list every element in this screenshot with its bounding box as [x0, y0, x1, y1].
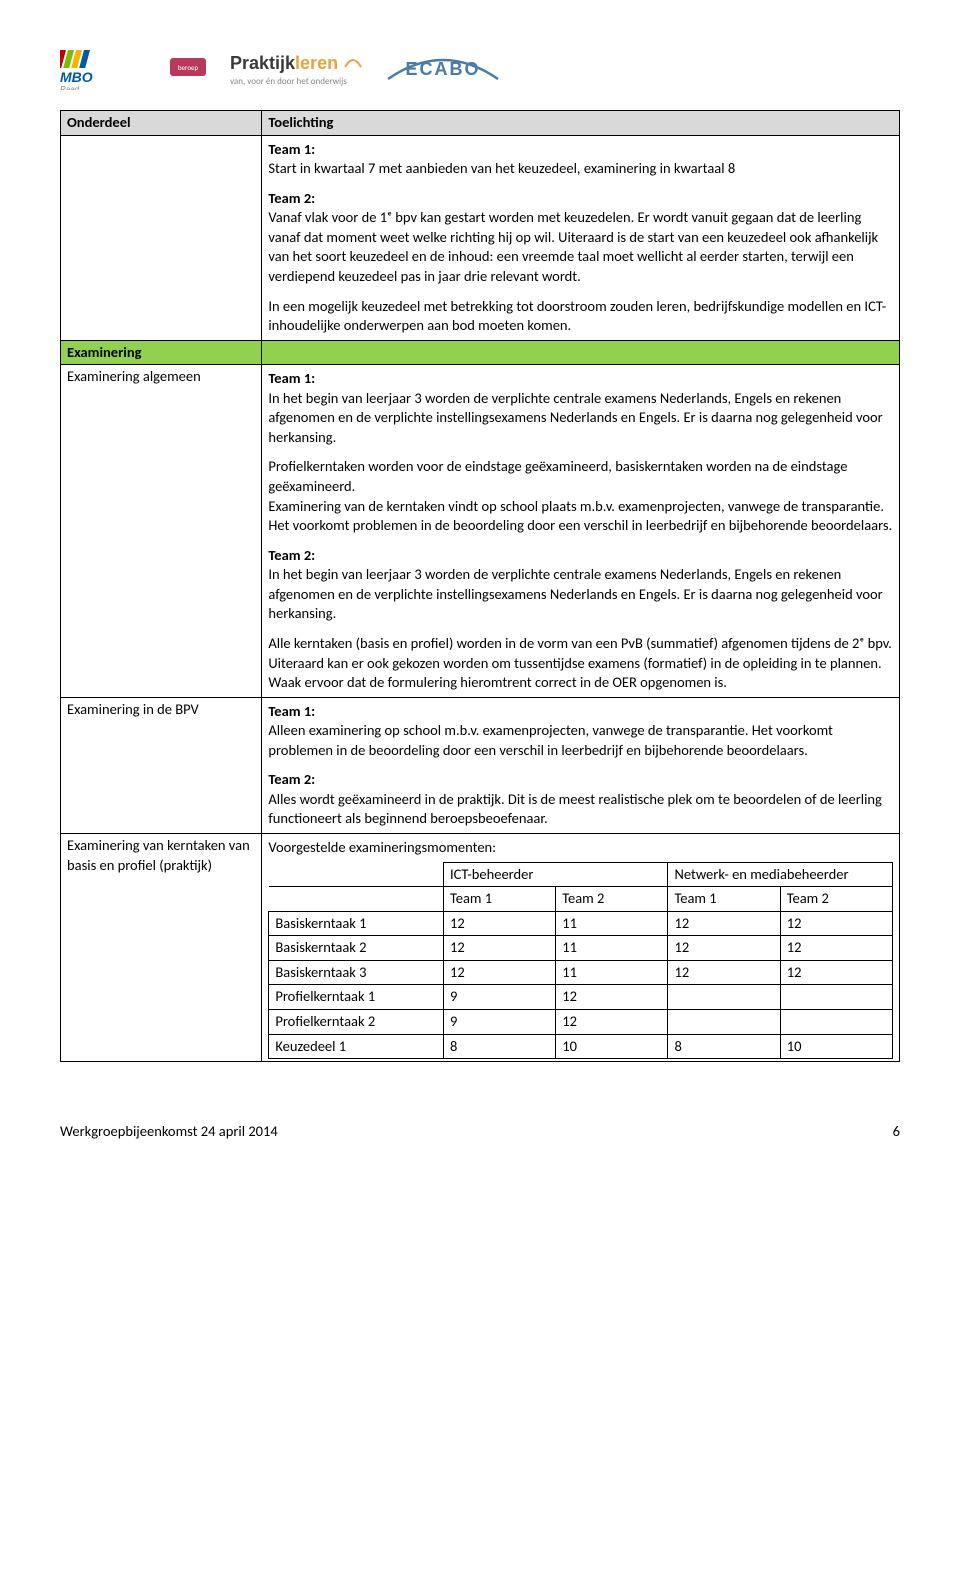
logo-praktijkleren-sub: van, voor én door het onderwijs — [230, 76, 363, 87]
inner-row-2-v0: 12 — [443, 960, 555, 985]
team1-label: Team 1: — [268, 140, 315, 158]
inner-row-0-v3: 12 — [780, 911, 892, 936]
section-row: Examinering — [61, 340, 900, 365]
alg-t1-p3: Examinering van de kerntaken vindt op sc… — [268, 497, 892, 535]
row-bpv: Examinering in de BPV Team 1: Alleen exa… — [61, 697, 900, 833]
alg-t1-label: Team 1: — [268, 369, 315, 387]
inner-row-5: Keuzedeel 1 8 10 8 10 — [269, 1034, 893, 1059]
alg-t2-p2: Alle kerntaken (basis en profiel) worden… — [268, 634, 891, 652]
inner-row-3-v3 — [780, 985, 892, 1010]
inner-row-0-v0: 12 — [443, 911, 555, 936]
inner-row-3: Profielkerntaak 1 9 12 — [269, 985, 893, 1010]
alg-t2-p3: Uiteraard kan er ook gekozen worden om t… — [268, 654, 881, 692]
section-right — [262, 340, 900, 365]
row-bpv-label: Examinering in de BPV — [61, 697, 262, 833]
bpv-t1-p1: Alleen examinering op school m.b.v. exam… — [268, 721, 833, 759]
row-algemeen-content: Team 1: In het begin van leerjaar 3 word… — [262, 365, 900, 697]
inner-sub-2: Team 1 — [668, 887, 780, 912]
team2-p2: In een mogelijk keuzedeel met betrekking… — [268, 297, 886, 335]
inner-row-4-v3 — [780, 1009, 892, 1034]
inner-sub-1: Team 2 — [556, 887, 668, 912]
row-kerntaken: Examinering van kerntaken van basis en p… — [61, 834, 900, 1062]
intro-left — [61, 135, 262, 340]
inner-row-1-label: Basiskerntaak 2 — [269, 936, 444, 961]
inner-blank2 — [269, 887, 444, 912]
inner-row-0-label: Basiskerntaak 1 — [269, 911, 444, 936]
inner-col-ict: ICT-beheerder — [443, 862, 668, 887]
footer-right: 6 — [893, 1122, 900, 1140]
header-left: Onderdeel — [61, 111, 262, 136]
bpv-t2-p1: Alles wordt geëxamineerd in de praktijk.… — [268, 790, 882, 828]
inner-blank — [269, 862, 444, 887]
section-title: Examinering — [61, 340, 262, 365]
inner-row-4-v0: 9 — [443, 1009, 555, 1034]
inner-row-5-label: Keuzedeel 1 — [269, 1034, 444, 1059]
inner-sub-3: Team 2 — [780, 887, 892, 912]
main-table: Onderdeel Toelichting Team 1: Start in k… — [60, 110, 900, 1062]
inner-row-2-v2: 12 — [668, 960, 780, 985]
alg-t2-label: Team 2: — [268, 546, 315, 564]
inner-row-2-v1: 11 — [556, 960, 668, 985]
inner-row-5-v3: 10 — [780, 1034, 892, 1059]
page-footer: Werkgroepbijeenkomst 24 april 2014 6 — [60, 1122, 900, 1140]
team2-label: Team 2: — [268, 189, 315, 207]
inner-row-0: Basiskerntaak 1 12 11 12 12 — [269, 911, 893, 936]
row-kerntaken-content: Voorgestelde examineringsmomenten: ICT-b… — [262, 834, 900, 1062]
team2-p1: Vanaf vlak voor de 1ᵉ bpv kan gestart wo… — [268, 208, 878, 285]
alg-t2-p1: In het begin van leerjaar 3 worden de ve… — [268, 565, 882, 622]
inner-row-1-v0: 12 — [443, 936, 555, 961]
inner-row-1: Basiskerntaak 2 12 11 12 12 — [269, 936, 893, 961]
logo-badge: beroep — [170, 53, 210, 87]
inner-header-1: ICT-beheerder Netwerk- en mediabeheerder — [269, 862, 893, 887]
alg-t1-p2: Profielkerntaken worden voor de eindstag… — [268, 457, 847, 495]
logo-ecabo: ECABO — [383, 51, 503, 90]
svg-text:ECABO: ECABO — [406, 59, 481, 79]
bpv-t1-label: Team 1: — [268, 702, 315, 720]
inner-row-3-label: Profielkerntaak 1 — [269, 985, 444, 1010]
inner-row-3-v0: 9 — [443, 985, 555, 1010]
inner-row-4: Profielkerntaak 2 9 12 — [269, 1009, 893, 1034]
inner-row-4-v2 — [668, 1009, 780, 1034]
svg-text:Raad: Raad — [60, 85, 80, 90]
inner-row-1-v1: 11 — [556, 936, 668, 961]
intro-right: Team 1: Start in kwartaal 7 met aanbiede… — [262, 135, 900, 340]
footer-left: Werkgroepbijeenkomst 24 april 2014 — [60, 1122, 278, 1140]
inner-row-3-v2 — [668, 985, 780, 1010]
inner-row-2-v3: 12 — [780, 960, 892, 985]
row-algemeen-label: Examinering algemeen — [61, 365, 262, 697]
inner-row-2: Basiskerntaak 3 12 11 12 12 — [269, 960, 893, 985]
inner-table: ICT-beheerder Netwerk- en mediabeheerder… — [268, 862, 893, 1060]
inner-row-5-v0: 8 — [443, 1034, 555, 1059]
logo-mbo: MBO Raad — [60, 50, 150, 90]
inner-row-3-v1: 12 — [556, 985, 668, 1010]
svg-text:beroep: beroep — [178, 63, 199, 72]
kerntaken-intro: Voorgestelde examineringsmomenten: — [268, 838, 496, 856]
inner-row-0-v2: 12 — [668, 911, 780, 936]
svg-text:MBO: MBO — [60, 69, 93, 85]
inner-row-5-v2: 8 — [668, 1034, 780, 1059]
inner-col-netwerk: Netwerk- en mediabeheerder — [668, 862, 893, 887]
row-kerntaken-label: Examinering van kerntaken van basis en p… — [61, 834, 262, 1062]
intro-row: Team 1: Start in kwartaal 7 met aanbiede… — [61, 135, 900, 340]
inner-header-2: Team 1 Team 2 Team 1 Team 2 — [269, 887, 893, 912]
table-header-row: Onderdeel Toelichting — [61, 111, 900, 136]
inner-row-4-v1: 12 — [556, 1009, 668, 1034]
inner-row-1-v2: 12 — [668, 936, 780, 961]
team1-text: Start in kwartaal 7 met aanbieden van he… — [268, 159, 735, 177]
logo-praktijkleren: Praktijkleren van, voor én door het onde… — [230, 53, 363, 87]
row-bpv-content: Team 1: Alleen examinering op school m.b… — [262, 697, 900, 833]
inner-sub-0: Team 1 — [443, 887, 555, 912]
inner-row-0-v1: 11 — [556, 911, 668, 936]
inner-row-4-label: Profielkerntaak 2 — [269, 1009, 444, 1034]
inner-row-5-v1: 10 — [556, 1034, 668, 1059]
row-algemeen: Examinering algemeen Team 1: In het begi… — [61, 365, 900, 697]
logo-row: MBO Raad beroep Praktijkleren van, voor … — [60, 50, 900, 90]
inner-row-2-label: Basiskerntaak 3 — [269, 960, 444, 985]
alg-t1-p1: In het begin van leerjaar 3 worden de ve… — [268, 389, 882, 446]
header-right: Toelichting — [262, 111, 900, 136]
bpv-t2-label: Team 2: — [268, 770, 315, 788]
inner-row-1-v3: 12 — [780, 936, 892, 961]
